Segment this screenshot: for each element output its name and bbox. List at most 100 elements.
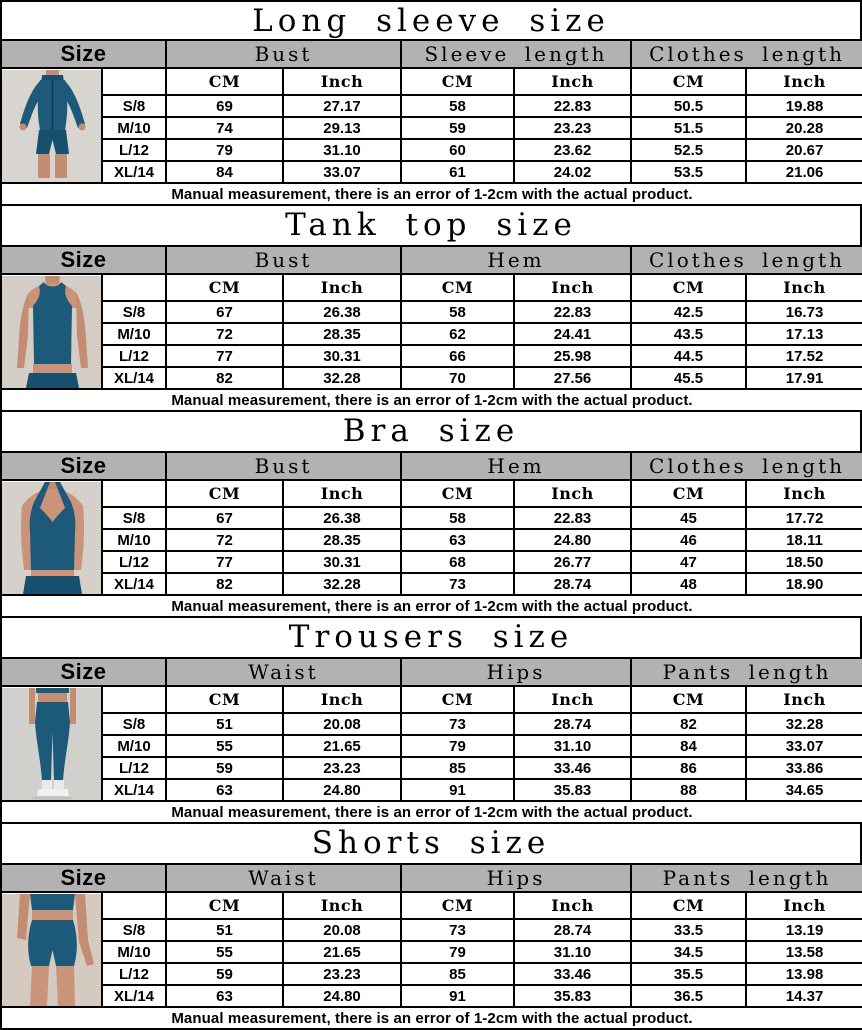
value-cell: 20.08: [281, 918, 403, 942]
unit-header: Inch: [281, 67, 403, 96]
size-row: L/12 59 23.23 85 33.46 86 33.86: [1, 756, 862, 780]
unit-header: Inch: [281, 891, 403, 920]
unit-header: CM: [630, 479, 748, 508]
size-table-block: Shorts size Size Waist Hips Pants length: [0, 824, 862, 1030]
value-cell: 63: [400, 528, 516, 552]
disclaimer: Manual measurement, there is an error of…: [0, 800, 862, 824]
size-label: XL/14: [101, 984, 167, 1008]
unit-header: Inch: [745, 891, 862, 920]
value-cell: 82: [630, 712, 748, 736]
size-table-block: Tank top size Size Bust Hem Clothes leng…: [0, 206, 862, 412]
size-row: M/10 72 28.35 62 24.41 43.5 17.13: [1, 322, 862, 346]
size-label: M/10: [101, 322, 167, 346]
value-cell: 73: [400, 712, 516, 736]
value-cell: 43.5: [630, 322, 748, 346]
value-cell: 30.31: [281, 550, 403, 574]
size-header: Size: [0, 863, 167, 893]
column-header: Hem: [400, 451, 633, 481]
unit-header: CM: [400, 479, 516, 508]
size-row: L/12 77 30.31 68 26.77 47 18.50: [1, 550, 862, 574]
size-label: XL/14: [101, 572, 167, 596]
value-cell: 17.72: [745, 506, 862, 530]
size-table: Size Bust Hem Clothes length CM Inch CM …: [0, 451, 862, 618]
halter-bra-photo-art: [3, 482, 100, 593]
size-label: L/12: [101, 138, 167, 162]
column-header: Clothes length: [630, 245, 862, 275]
disclaimer: Manual measurement, there is an error of…: [0, 1006, 862, 1030]
empty-corner-cell: [101, 479, 167, 508]
value-cell: 59: [165, 756, 284, 780]
value-cell: 59: [165, 962, 284, 986]
value-cell: 22.83: [513, 506, 633, 530]
unit-header: Inch: [745, 685, 862, 714]
unit-header: Inch: [745, 479, 862, 508]
unit-header: CM: [630, 891, 748, 920]
disclaimer-row: Manual measurement, there is an error of…: [0, 388, 862, 412]
value-cell: 21.06: [745, 160, 862, 184]
shorts-photo-art: [3, 894, 100, 1005]
unit-header: Inch: [513, 273, 633, 302]
value-cell: 84: [165, 160, 284, 184]
value-cell: 88: [630, 778, 748, 802]
product-photo: [0, 479, 103, 596]
size-label: M/10: [101, 940, 167, 964]
unit-header: Inch: [513, 685, 633, 714]
size-header: Size: [0, 657, 167, 687]
value-cell: 26.38: [281, 300, 403, 324]
empty-corner-cell: [101, 67, 167, 96]
unit-header: CM: [630, 685, 748, 714]
column-header: Sleeve length: [400, 39, 633, 69]
disclaimer: Manual measurement, there is an error of…: [0, 594, 862, 618]
value-cell: 20.67: [745, 138, 862, 162]
value-cell: 34.65: [745, 778, 862, 802]
size-label: S/8: [101, 506, 167, 530]
table-title: Shorts size: [0, 824, 862, 863]
header-row: Size Waist Hips Pants length: [0, 657, 862, 687]
value-cell: 33.86: [745, 756, 862, 780]
value-cell: 84: [630, 734, 748, 758]
size-label: S/8: [101, 94, 167, 118]
value-cell: 31.10: [513, 940, 633, 964]
unit-header: CM: [165, 685, 284, 714]
value-cell: 72: [165, 322, 284, 346]
value-cell: 27.17: [281, 94, 403, 118]
value-cell: 91: [400, 984, 516, 1008]
value-cell: 14.37: [745, 984, 862, 1008]
value-cell: 23.23: [513, 116, 633, 140]
size-row: L/12 77 30.31 66 25.98 44.5 17.52: [1, 344, 862, 368]
value-cell: 17.52: [745, 344, 862, 368]
unit-row: CM Inch CM Inch CM Inch: [0, 273, 862, 390]
value-cell: 13.98: [745, 962, 862, 986]
value-cell: 91: [400, 778, 516, 802]
column-header: Clothes length: [630, 39, 862, 69]
value-cell: 27.56: [513, 366, 633, 390]
disclaimer-row: Manual measurement, there is an error of…: [0, 800, 862, 824]
value-cell: 31.10: [513, 734, 633, 758]
value-cell: 69: [165, 94, 284, 118]
column-header: Clothes length: [630, 451, 862, 481]
size-table-block: Bra size Size Bust Hem Clothes length: [0, 412, 862, 618]
value-cell: 17.13: [745, 322, 862, 346]
value-cell: 51: [165, 712, 284, 736]
value-cell: 47: [630, 550, 748, 574]
value-cell: 26.77: [513, 550, 633, 574]
value-cell: 55: [165, 734, 284, 758]
unit-header: Inch: [513, 67, 633, 96]
value-cell: 31.10: [281, 138, 403, 162]
size-row: M/10 74 29.13 59 23.23 51.5 20.28: [1, 116, 862, 140]
value-cell: 63: [165, 984, 284, 1008]
disclaimer-row: Manual measurement, there is an error of…: [0, 1006, 862, 1030]
value-cell: 32.28: [745, 712, 862, 736]
product-photo: [0, 685, 103, 802]
unit-header: CM: [630, 273, 748, 302]
value-cell: 86: [630, 756, 748, 780]
value-cell: 20.08: [281, 712, 403, 736]
size-label: XL/14: [101, 160, 167, 184]
value-cell: 32.28: [281, 572, 403, 596]
unit-header: CM: [165, 67, 284, 96]
size-table-block: Trousers size Size Waist Hips Pants leng…: [0, 618, 862, 824]
size-row: S/8 69 27.17 58 22.83 50.5 19.88: [1, 94, 862, 118]
value-cell: 35.83: [513, 778, 633, 802]
leggings-photo-art: [3, 688, 100, 799]
value-cell: 28.74: [513, 918, 633, 942]
